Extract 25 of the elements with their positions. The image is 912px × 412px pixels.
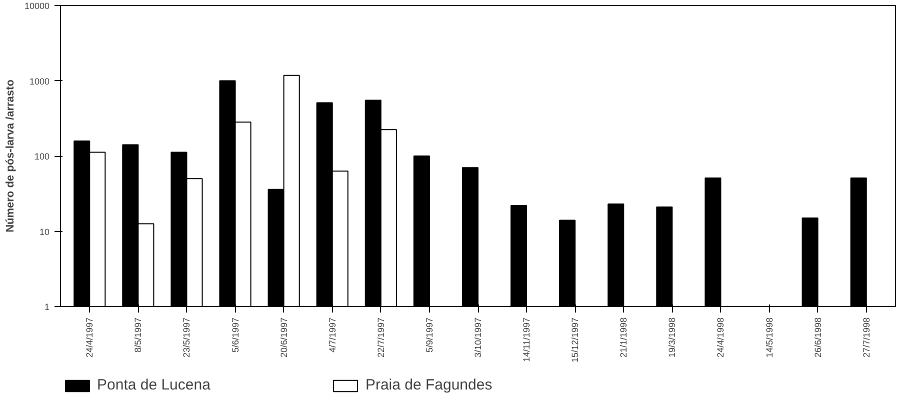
- y-tick-label: 10: [39, 226, 50, 237]
- y-tick-label: 10000: [24, 1, 50, 11]
- x-tick-label: 19/3/1998: [667, 317, 678, 358]
- x-tick-label: 3/10/1997: [473, 317, 483, 358]
- y-tick-label: 1000: [29, 76, 50, 86]
- y-tick-label: 100: [34, 152, 50, 162]
- x-tick-label: 21/1/1998: [618, 317, 629, 358]
- x-tick-label: 15/12/1997: [570, 317, 580, 363]
- y-axis-title: Número de pós-larva /arrasto: [4, 79, 16, 232]
- y-tick-label: 1: [44, 302, 50, 312]
- x-tick-label: 5/6/1997: [230, 317, 240, 353]
- x-tick-label: 4/7/1997: [327, 317, 338, 353]
- legend-label: Praia de Fagundes: [365, 376, 492, 394]
- legend-label: Ponta de Lucena: [97, 376, 210, 394]
- x-tick-label: 24/4/1998: [716, 317, 726, 358]
- x-tick-label: 5/9/1997: [424, 317, 434, 353]
- x-tick-label: 14/11/1997: [522, 317, 532, 362]
- x-tick-label: 24/4/1997: [84, 317, 95, 358]
- x-tick-label: 20/6/1997: [278, 317, 289, 358]
- x-tick-label: 8/5/1997: [133, 317, 144, 353]
- x-tick-label: 26/6/1998: [812, 317, 823, 358]
- x-tick-label: 14/5/1998: [764, 317, 774, 358]
- x-tick-label: 27/7/1998: [861, 317, 872, 358]
- x-tick-label: 23/5/1997: [182, 317, 192, 358]
- x-tick-label: 22/7/1997: [376, 317, 386, 358]
